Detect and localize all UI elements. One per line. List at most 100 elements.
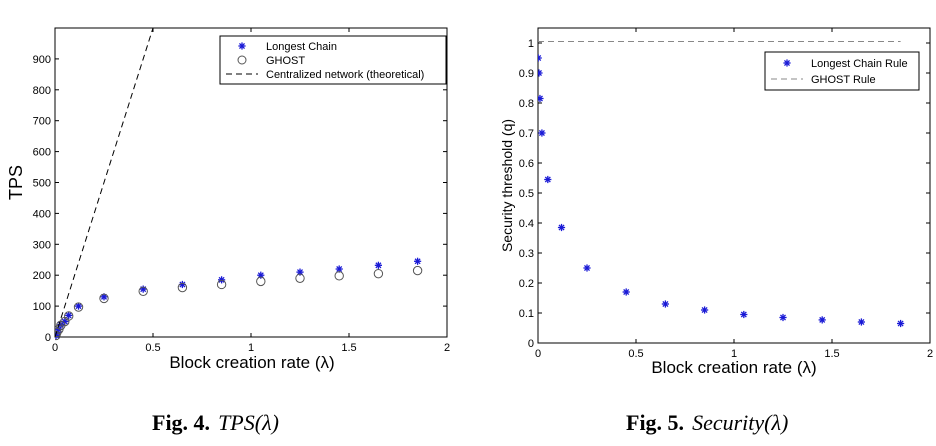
sec-y-tick-label: 0 — [528, 338, 534, 350]
tps-series-longest-chain-point-stroke — [336, 266, 343, 273]
tps-series-longest-chain-point — [65, 311, 73, 319]
tps-y-tick-label: 200 — [33, 270, 51, 282]
sec-series-longest-chain-rule-point-stroke — [538, 54, 542, 60]
sec-series-longest-chain-rule-point-stroke — [538, 95, 543, 102]
sec-legend-entry-label: Longest Chain Rule — [811, 58, 908, 70]
tps-series-longest-chain-point-stroke — [75, 303, 82, 310]
sec-y-axis-label: Security threshold (q) — [499, 119, 515, 252]
tps-data — [55, 27, 423, 341]
tps-series-centralized-network-theoretical-line — [55, 27, 154, 338]
fig5-caption: Fig. 5. Security(λ) — [626, 410, 788, 436]
tps-series-ghost-point — [138, 286, 148, 296]
sec-x-tick-label: 0 — [535, 348, 541, 360]
tps-series-longest-chain-point — [74, 302, 83, 310]
sec-series-longest-chain-rule-point — [701, 306, 709, 314]
security-chart: 0 0.1 0.2 0.3 0.4 0.5 0.6 0.7 0.8 0.9 1 0 0.5 1 1.5 2 Bl… — [499, 27, 933, 377]
fig4-caption-text: TPS(λ) — [218, 410, 279, 435]
sec-series-longest-chain-rule-point — [538, 129, 546, 137]
tps-series-longest-chain-point-stroke — [179, 281, 186, 288]
tps-series-ghost-point — [216, 279, 227, 290]
sec-series-longest-chain-rule-point-stroke — [558, 224, 565, 231]
sec-x-tick-label: 2 — [927, 348, 933, 360]
tps-series-longest-chain-point — [335, 265, 343, 273]
sec-series-longest-chain-rule-point-stroke — [701, 306, 708, 314]
tps-x-tick-label: 2 — [444, 342, 450, 354]
tps-y-axis-label: TPS — [6, 165, 26, 200]
tps-series-longest-chain-point-stroke — [414, 258, 421, 265]
sec-series-longest-chain-rule-point-stroke — [819, 316, 826, 323]
tps-y-tick-label: 700 — [33, 116, 51, 128]
tps-series-longest-chain-point-stroke — [375, 262, 382, 269]
sec-legend-entry-marker — [783, 59, 791, 67]
tps-legend: Longest Chain GHOST Centralized network (t… — [219, 35, 447, 85]
sec-y-tick-label: 0.5 — [519, 188, 534, 200]
fig5-caption-label: Fig. 5. — [626, 410, 685, 435]
tps-series-longest-chain-point-stroke — [65, 312, 72, 319]
sec-series-longest-chain-rule-point — [857, 318, 865, 326]
sec-series-longest-chain-rule-point — [538, 69, 543, 77]
sec-series-longest-chain-rule-point — [779, 313, 787, 322]
sec-series-longest-chain-rule-point — [661, 300, 669, 308]
tps-series-longest-chain-point-stroke — [296, 269, 304, 276]
sec-series-longest-chain-rule-point — [538, 54, 542, 62]
tps-series-ghost-point — [55, 327, 62, 338]
tps-legend-entry-marker — [238, 42, 246, 50]
sec-y-tick-label: 0.3 — [519, 248, 534, 260]
tps-series-ghost-point — [99, 293, 109, 304]
tps-series-ghost-point — [64, 311, 74, 321]
sec-y-tick-label: 0.8 — [519, 98, 534, 110]
sec-series-longest-chain-rule-point — [740, 310, 748, 319]
sec-series-longest-chain-rule-point-stroke — [538, 129, 545, 137]
tps-legend-entry-label: Longest Chain — [266, 41, 337, 53]
tps-y-tick-label: 900 — [33, 54, 51, 66]
sec-series-longest-chain-rule-point-stroke — [740, 311, 747, 318]
sec-series-longest-chain-rule-point — [818, 316, 826, 324]
sec-x-tick-label: 1 — [731, 348, 737, 360]
tps-series-ghost-point — [373, 268, 384, 279]
sec-series-longest-chain-rule-point — [544, 175, 552, 184]
sec-legend-box — [764, 51, 920, 91]
tps-series-ghost-point — [295, 273, 305, 283]
tps-series-longest-chain-point — [414, 257, 422, 265]
sec-series-longest-chain-rule-point — [583, 264, 591, 272]
sec-legend-entry-marker-stroke — [783, 59, 791, 67]
tps-series-ghost-point — [73, 302, 84, 312]
tps-series-longest-chain-point — [374, 261, 382, 269]
tps-legend-entry-label: GHOST — [266, 55, 305, 67]
sec-series-longest-chain-rule-point-stroke — [583, 264, 591, 272]
fig4-caption: Fig. 4. TPS(λ) — [152, 410, 279, 436]
tps-legend-entry-marker — [237, 55, 247, 65]
tps-y-tick-label: 600 — [33, 147, 51, 159]
tps-series-longest-chain-point-stroke — [257, 272, 264, 279]
sec-y-tick-label: 0.1 — [519, 308, 534, 320]
sec-legend: Longest Chain Rule GHOST Rule — [764, 51, 920, 91]
sec-x-tick-label: 1.5 — [824, 348, 839, 360]
tps-x-tick-label: 0 — [52, 342, 58, 354]
sec-y-tick-label: 0.4 — [519, 218, 534, 230]
sec-data — [538, 41, 905, 328]
sec-series-longest-chain-rule-point-stroke — [538, 69, 542, 75]
sec-y-tick-label: 0.6 — [519, 158, 534, 170]
tps-x-tick-label: 1.5 — [341, 342, 356, 354]
fig5-caption-text: Security(λ) — [692, 410, 789, 435]
tps-y-tick-label: 0 — [45, 332, 51, 344]
tps-series-ghost-point — [334, 271, 344, 281]
tps-y-tick-label: 100 — [33, 301, 51, 313]
tps-legend-entry-label: Centralized network (theoretical) — [266, 69, 424, 81]
sec-x-axis-label: Block creation rate (λ) — [651, 358, 816, 377]
tps-series-ghost-point — [256, 276, 266, 287]
sec-series-longest-chain-rule-point — [897, 319, 905, 328]
tps-y-tick-label: 500 — [33, 178, 51, 190]
tps-series-ghost-point — [412, 265, 423, 276]
tps-y-tick-label: 300 — [33, 239, 51, 251]
sec-series-longest-chain-rule-point — [557, 223, 566, 232]
sec-series-longest-chain-rule-point — [622, 288, 630, 296]
sec-series-longest-chain-rule-point-stroke — [897, 320, 904, 327]
tps-series-longest-chain-point-stroke — [100, 293, 108, 300]
tps-legend-entry-marker-stroke — [238, 42, 246, 50]
tps-x-axis-label: Block creation rate (λ) — [169, 353, 334, 372]
tps-y-tick-label: 400 — [33, 208, 51, 220]
tps-x-tick-label: 1 — [248, 342, 254, 354]
sec-y-tick-label: 0.2 — [519, 278, 534, 290]
